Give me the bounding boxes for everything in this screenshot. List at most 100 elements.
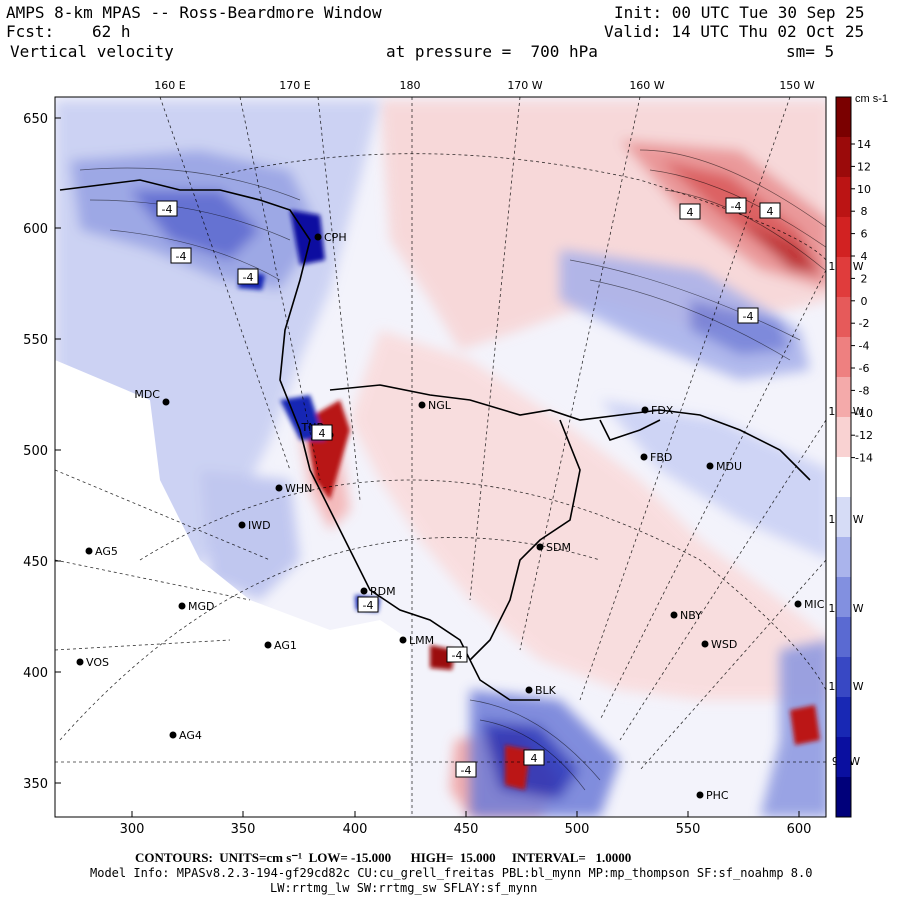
contour-label-box [237, 268, 259, 285]
station-marker [399, 636, 407, 644]
station-label: RDM [370, 585, 396, 598]
station-label: MDC [134, 388, 160, 401]
contour-label: -4 [731, 200, 742, 213]
colorbar-swatch [836, 457, 851, 498]
station-marker [696, 791, 704, 799]
station-label: AG1 [274, 639, 297, 652]
variable-name: Vertical velocity [10, 42, 174, 61]
colorbar-swatch [836, 97, 851, 138]
station-marker [162, 398, 170, 406]
colorbar-frame [835, 96, 852, 818]
colorbar-swatch [836, 257, 851, 298]
init-time: Init: 00 UTC Tue 30 Sep 25 [614, 3, 865, 22]
contour-label-box [170, 247, 192, 264]
station-marker [418, 401, 426, 409]
station-marker [76, 658, 84, 666]
station-marker [641, 406, 649, 414]
colorbar-swatch [836, 697, 851, 738]
colorbar-tick-label: 8 [861, 205, 868, 218]
contour-label: 4 [767, 205, 774, 218]
colorbar-swatch [836, 177, 851, 218]
station-label: IWD [248, 519, 271, 532]
station-label: AG5 [95, 545, 118, 558]
colorbar-swatch [836, 577, 851, 618]
contour-label-box [725, 197, 747, 214]
colorbar-tick-label: -6 [859, 362, 870, 375]
forecast-hour-value: 62 h [92, 22, 131, 41]
forecast-hour-label: Fcst: [6, 22, 55, 41]
x-tick-label: 600 [787, 822, 812, 837]
longitude-label: 170 W [507, 79, 542, 92]
contour-label: -4 [461, 764, 472, 777]
station-label: MDU [716, 460, 742, 473]
x-tick-label: 550 [676, 822, 701, 837]
station-label: PHC [706, 789, 729, 802]
y-tick-label: 350 [23, 777, 48, 792]
colorbar-swatch [836, 657, 851, 698]
longitude-label: 170 E [279, 79, 310, 92]
contour-label: -4 [452, 649, 463, 662]
longitude-label: 160 W [629, 79, 664, 92]
colorbar-tick-label: 6 [861, 228, 868, 241]
model-info: Model Info: MPASv8.2.3-194-gf29cd82c CU:… [90, 866, 813, 880]
colorbar-swatch [836, 537, 851, 578]
y-tick-label: 400 [23, 666, 48, 681]
station-label: VOS [86, 656, 109, 669]
valid-time: Valid: 14 UTC Thu 02 Oct 25 [604, 22, 865, 41]
station-marker [238, 521, 246, 529]
colorbar-tick-label: -12 [855, 429, 873, 442]
colorbar-swatch [836, 137, 851, 178]
contour-label: -4 [363, 599, 374, 612]
station-label: MGD [188, 600, 215, 613]
colorbar-swatch [836, 617, 851, 658]
x-tick-label: 400 [343, 822, 368, 837]
station-label: FBD [650, 451, 672, 464]
station-label: AG4 [179, 729, 202, 742]
station-marker [794, 600, 802, 608]
station-label: NBY [680, 609, 702, 622]
station-label: MIC [804, 598, 825, 611]
contour-label: -4 [243, 271, 254, 284]
station-label: CPH [324, 231, 347, 244]
station-marker [314, 233, 322, 241]
contour-label-box [357, 596, 379, 613]
colorbar-tick-label: 10 [857, 183, 871, 196]
y-tick-label: 650 [23, 112, 48, 127]
station-label: BLK [535, 684, 557, 697]
station-marker [706, 462, 714, 470]
contour-label: 4 [687, 206, 694, 219]
station-label: WHN [285, 482, 312, 495]
contour-label: -4 [162, 203, 173, 216]
model-info-physics: LW:rrtmg_lw SW:rrtmg_sw SFLAY:sf_mynn [270, 881, 538, 895]
station-marker [275, 484, 283, 492]
smoothing-value: sm= 5 [786, 42, 835, 61]
coastline [59, 179, 811, 701]
colorbar-tick-label: -2 [859, 317, 870, 330]
colorbar-swatch [836, 337, 851, 378]
station-label: LMM [409, 634, 434, 647]
contour-label-box [759, 202, 781, 219]
station-marker [169, 731, 177, 739]
station-label: SDM [546, 541, 571, 554]
station-label: FDX [651, 404, 674, 417]
contour-label: -4 [743, 310, 754, 323]
colorbar-swatch [836, 217, 851, 258]
longitude-label: 150 W [779, 79, 814, 92]
colorbar-tick-label: -14 [855, 452, 873, 465]
x-axis: 300 350 400 450 500 550 600 [120, 811, 812, 837]
contour-label: 4 [531, 752, 538, 765]
station-marker [85, 547, 93, 555]
contour-label-box [311, 424, 333, 441]
x-tick-label: 350 [231, 822, 256, 837]
x-tick-label: 450 [454, 822, 479, 837]
contour-info: CONTOURS: UNITS=cm s⁻¹ LOW= -15.000 HIGH… [135, 850, 632, 865]
contour-label-box [523, 749, 545, 766]
y-axis: 650 600 550 500 450 400 350 [23, 112, 61, 792]
contour-label: 4 [319, 427, 326, 440]
contour-label-box [679, 203, 701, 220]
colorbar-tick-label: 0 [861, 295, 868, 308]
contour-label-box [737, 307, 759, 324]
colorbar-swatch [836, 737, 851, 778]
y-tick-label: 600 [23, 222, 48, 237]
